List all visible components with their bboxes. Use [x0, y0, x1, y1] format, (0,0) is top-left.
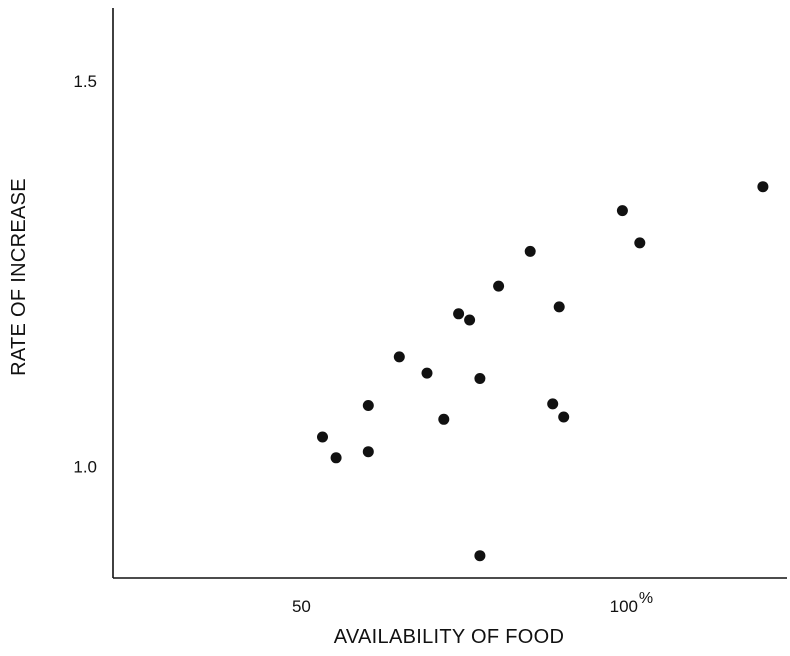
- data-point: [474, 373, 486, 384]
- x-axis-unit-label: %: [639, 590, 653, 607]
- y-tick-labels: 1.0 1.5: [73, 72, 97, 476]
- data-point: [634, 237, 646, 249]
- data-point: [474, 550, 486, 562]
- data-point: [558, 411, 570, 423]
- x-tick-label: 50: [292, 597, 311, 616]
- y-axis-title: RATE OF INCREASE: [8, 178, 30, 376]
- x-tick-labels: 50 100: [292, 597, 638, 616]
- x-tick-label: 100: [610, 597, 638, 616]
- data-point: [493, 280, 505, 292]
- data-point: [453, 308, 465, 320]
- data-point: [547, 398, 559, 410]
- y-tick-label: 1.0: [73, 457, 97, 476]
- data-point: [616, 205, 628, 217]
- data-point: [757, 181, 769, 193]
- data-point: [362, 400, 374, 411]
- data-point: [464, 314, 476, 326]
- data-point: [524, 245, 536, 257]
- data-point: [317, 431, 328, 443]
- x-axis-title: AVAILABILITY OF FOOD: [334, 626, 565, 648]
- data-point: [438, 413, 450, 425]
- data-point: [330, 452, 342, 464]
- y-tick-label: 1.5: [73, 72, 97, 91]
- data-points: [317, 181, 769, 562]
- data-point: [553, 301, 565, 313]
- data-point: [421, 367, 433, 379]
- data-point: [393, 351, 405, 363]
- data-point: [362, 446, 374, 458]
